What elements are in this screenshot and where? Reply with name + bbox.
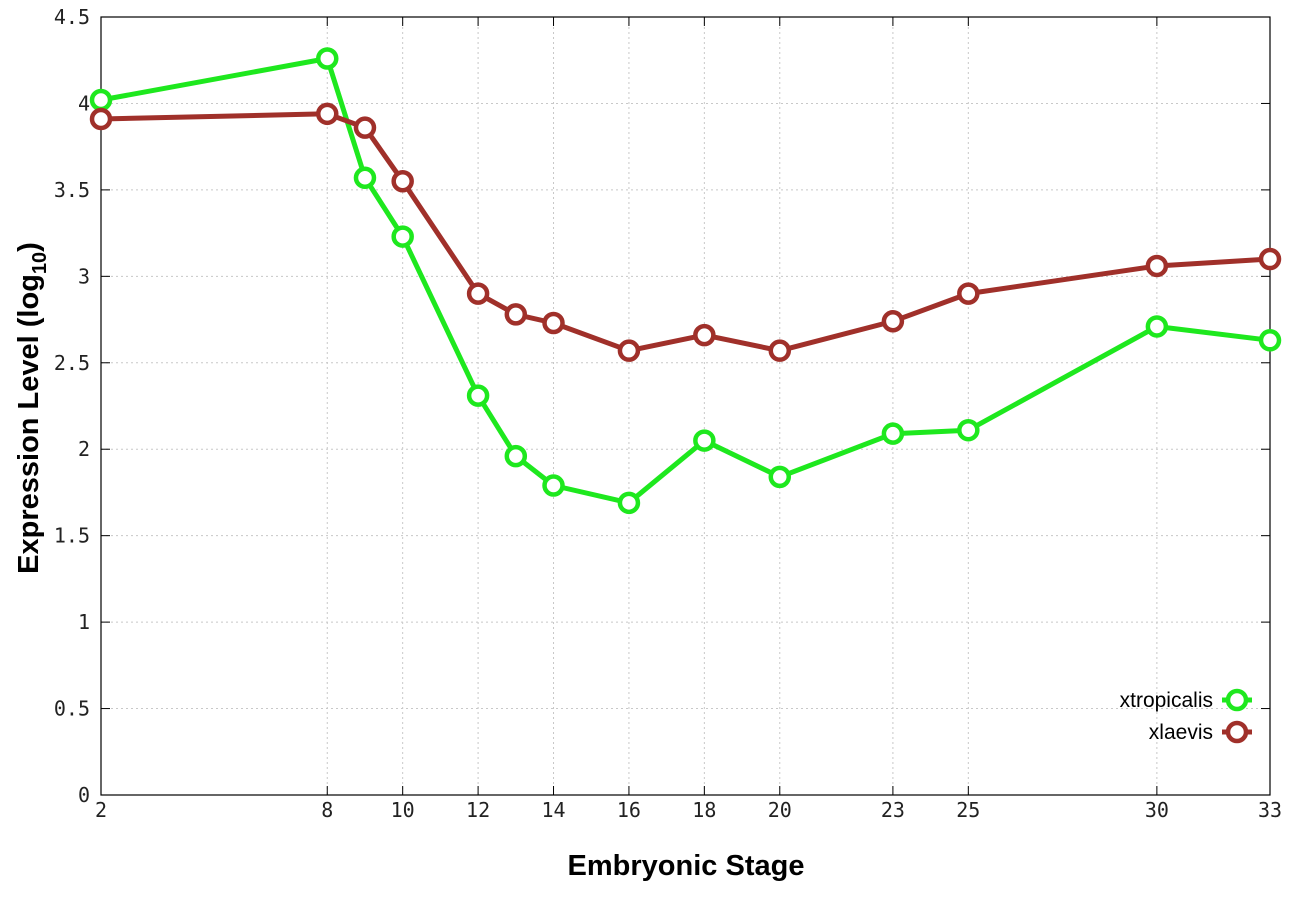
xlaevis-point [89, 107, 113, 131]
xlaevis-point [1145, 254, 1169, 278]
x-tick-label: 18 [692, 798, 716, 822]
x-tick-label: 2 [95, 798, 107, 822]
xtropicalis-point [1145, 315, 1169, 338]
legend-label: xtropicalis [1120, 689, 1213, 712]
xlaevis-point [881, 310, 905, 333]
xlaevis-point [353, 116, 377, 139]
legend-swatch-marker [1225, 720, 1249, 744]
xtropicalis-point [504, 444, 528, 468]
x-tick-label: 12 [466, 798, 490, 822]
xtropicalis-point [391, 225, 414, 248]
x-tick-label: 25 [956, 798, 980, 822]
y-tick-label: 1.5 [54, 524, 90, 548]
xlaevis-point [693, 323, 716, 347]
series-xtropicalis [89, 47, 1282, 515]
x-tick-label: 23 [881, 798, 905, 822]
xtropicalis-point [353, 166, 377, 190]
y-tick-label: 3 [78, 264, 90, 288]
y-axis: 0 0.5 1 1.5 2 2.5 3 3.5 4 4.5 [54, 5, 1270, 807]
y-axis-title: Expression Level (log10) [13, 242, 51, 574]
xtropicalis-point [768, 465, 792, 489]
xtropicalis-point [693, 429, 716, 452]
y-axis-title-main: Expression Level (log [13, 274, 45, 574]
series-xlaevis [89, 102, 1282, 362]
y-tick-label: 4.5 [54, 5, 90, 29]
xtropicalis-point [316, 47, 339, 70]
y-tick-label: 4 [78, 91, 90, 115]
y-axis-title-subscript: 10 [29, 252, 51, 274]
xtropicalis-point [542, 474, 565, 497]
xlaevis-line [100, 111, 1271, 354]
x-tick-label: 20 [768, 798, 792, 822]
series-layer [89, 47, 1282, 515]
xlaevis-point [542, 311, 565, 335]
xlaevis-point [768, 339, 792, 362]
x-tick-label: 30 [1145, 798, 1169, 822]
xtropicalis-point [1258, 329, 1282, 352]
legend-label: xlaevis [1149, 721, 1213, 744]
xlaevis-point [466, 282, 490, 305]
y-tick-label: 2 [78, 437, 90, 461]
xlaevis-point [391, 169, 414, 193]
xlaevis-point [617, 339, 641, 362]
xtropicalis-point [617, 491, 641, 515]
legend: xtropicalis xlaevis [1120, 688, 1252, 744]
xtropicalis-line [100, 56, 1271, 506]
y-tick-label: 2.5 [54, 351, 90, 375]
xtropicalis-point [89, 88, 113, 112]
x-axis-title: Embryonic Stage [568, 850, 805, 882]
x-tick-label: 10 [391, 798, 415, 822]
xlaevis-point [957, 282, 980, 305]
y-tick-label: 0.5 [54, 697, 90, 721]
x-axis: 2 8 10 12 14 16 18 20 23 25 30 33 [95, 17, 1282, 822]
plot-frame [100, 16, 1271, 796]
x-tick-label: 33 [1258, 798, 1282, 822]
xtropicalis-point [466, 384, 490, 407]
y-tick-label: 0 [78, 783, 90, 807]
xlaevis-point [504, 303, 528, 326]
xlaevis-point [316, 102, 339, 126]
x-tick-label: 14 [541, 798, 565, 822]
x-tick-label: 8 [321, 798, 333, 822]
y-tick-label: 3.5 [54, 178, 90, 202]
y-axis-title-suffix: ) [13, 242, 45, 252]
xtropicalis-point [881, 422, 905, 445]
x-tick-label: 16 [617, 798, 641, 822]
xtropicalis-point [957, 418, 980, 442]
xlaevis-point [1258, 247, 1282, 271]
legend-swatch-marker [1225, 688, 1249, 712]
grid [101, 17, 1270, 795]
y-tick-label: 1 [78, 610, 90, 634]
